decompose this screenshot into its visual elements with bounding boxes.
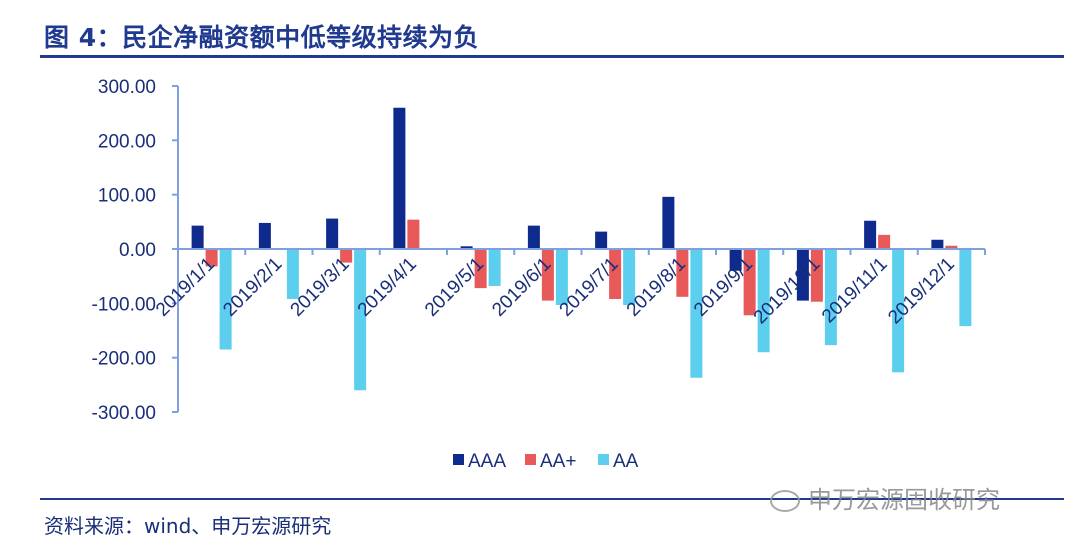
bar-aa-0: [219, 249, 232, 350]
bar-aaa-1: [258, 222, 271, 249]
wechat-icon: [770, 490, 800, 512]
bar-aa-2: [354, 249, 367, 391]
bar-aaa-4: [460, 246, 473, 249]
watermark-text: 申万宏源固收研究: [808, 486, 1000, 514]
bar-aaplus-0: [205, 249, 218, 267]
footer-rule: [40, 498, 1064, 500]
bar-aa-4: [488, 249, 501, 286]
bar-aaplus-4: [474, 249, 487, 289]
y-tick-label: -300.00: [92, 403, 156, 424]
bar-aaplus-3: [407, 219, 420, 249]
bar-aaplus-11: [945, 245, 958, 249]
bar-aaa-9: [796, 249, 809, 301]
bar-aaa-11: [931, 239, 944, 249]
legend: AAA AA+ AA: [453, 451, 639, 472]
bar-aaa-10: [864, 220, 877, 249]
bar-aaa-2: [326, 218, 339, 249]
bar-aa-5: [555, 249, 568, 305]
bar-aa-11: [959, 249, 972, 327]
bars: [191, 107, 972, 391]
legend-label: AAA: [468, 451, 506, 472]
legend-swatch-aaa: [453, 454, 464, 465]
legend-swatch-aaplus: [525, 454, 536, 465]
bar-aaa-6: [595, 231, 608, 249]
bar-aaa-7: [662, 196, 675, 249]
y-axis: 300.00 200.00 100.00 0.00 -100.00 -200.00 -300…: [92, 77, 179, 424]
source-note: 资料来源：wind、申万宏源研究: [44, 514, 332, 538]
bar-aa-1: [286, 249, 299, 299]
bar-aaplus-5: [541, 249, 554, 301]
y-tick-label: 200.00: [98, 131, 156, 152]
bar-aa-8: [757, 249, 770, 353]
bar-aaa-8: [729, 249, 742, 271]
y-tick-label: -200.00: [92, 349, 156, 370]
title-rule: [40, 55, 1064, 58]
bar-aa-6: [623, 249, 636, 305]
bar-aaplus-9: [810, 249, 823, 302]
bar-aa-10: [892, 249, 905, 373]
bar-aa-9: [824, 249, 837, 346]
legend-label: AA: [613, 451, 639, 472]
bar-aaa-3: [393, 107, 406, 249]
x-axis: 2019/1/1 2019/2/1 2019/3/1 2019/4/1 2019/5/1…: [152, 248, 986, 328]
bar-aa-7: [690, 249, 703, 378]
bar-aaplus-8: [743, 249, 756, 316]
y-tick-label: 0.00: [119, 240, 156, 261]
bar-aaplus-10: [878, 234, 891, 249]
bar-aaa-5: [527, 225, 540, 249]
bar-aaplus-6: [609, 249, 622, 299]
y-tick-label: -100.00: [92, 294, 156, 315]
bar-aaa-0: [191, 225, 204, 249]
x-tick-label: 2019/1/1: [152, 254, 219, 321]
y-tick-label: 300.00: [98, 77, 156, 98]
legend-label: AA+: [540, 451, 576, 472]
y-tick-label: 100.00: [98, 186, 156, 207]
watermark: 申万宏源固收研究: [770, 480, 1000, 515]
bar-aaplus-7: [676, 249, 689, 297]
legend-swatch-aa: [598, 454, 609, 465]
chart-title: 图 4：民企净融资额中低等级持续为负: [44, 23, 480, 52]
bar-aaplus-2: [340, 249, 353, 263]
